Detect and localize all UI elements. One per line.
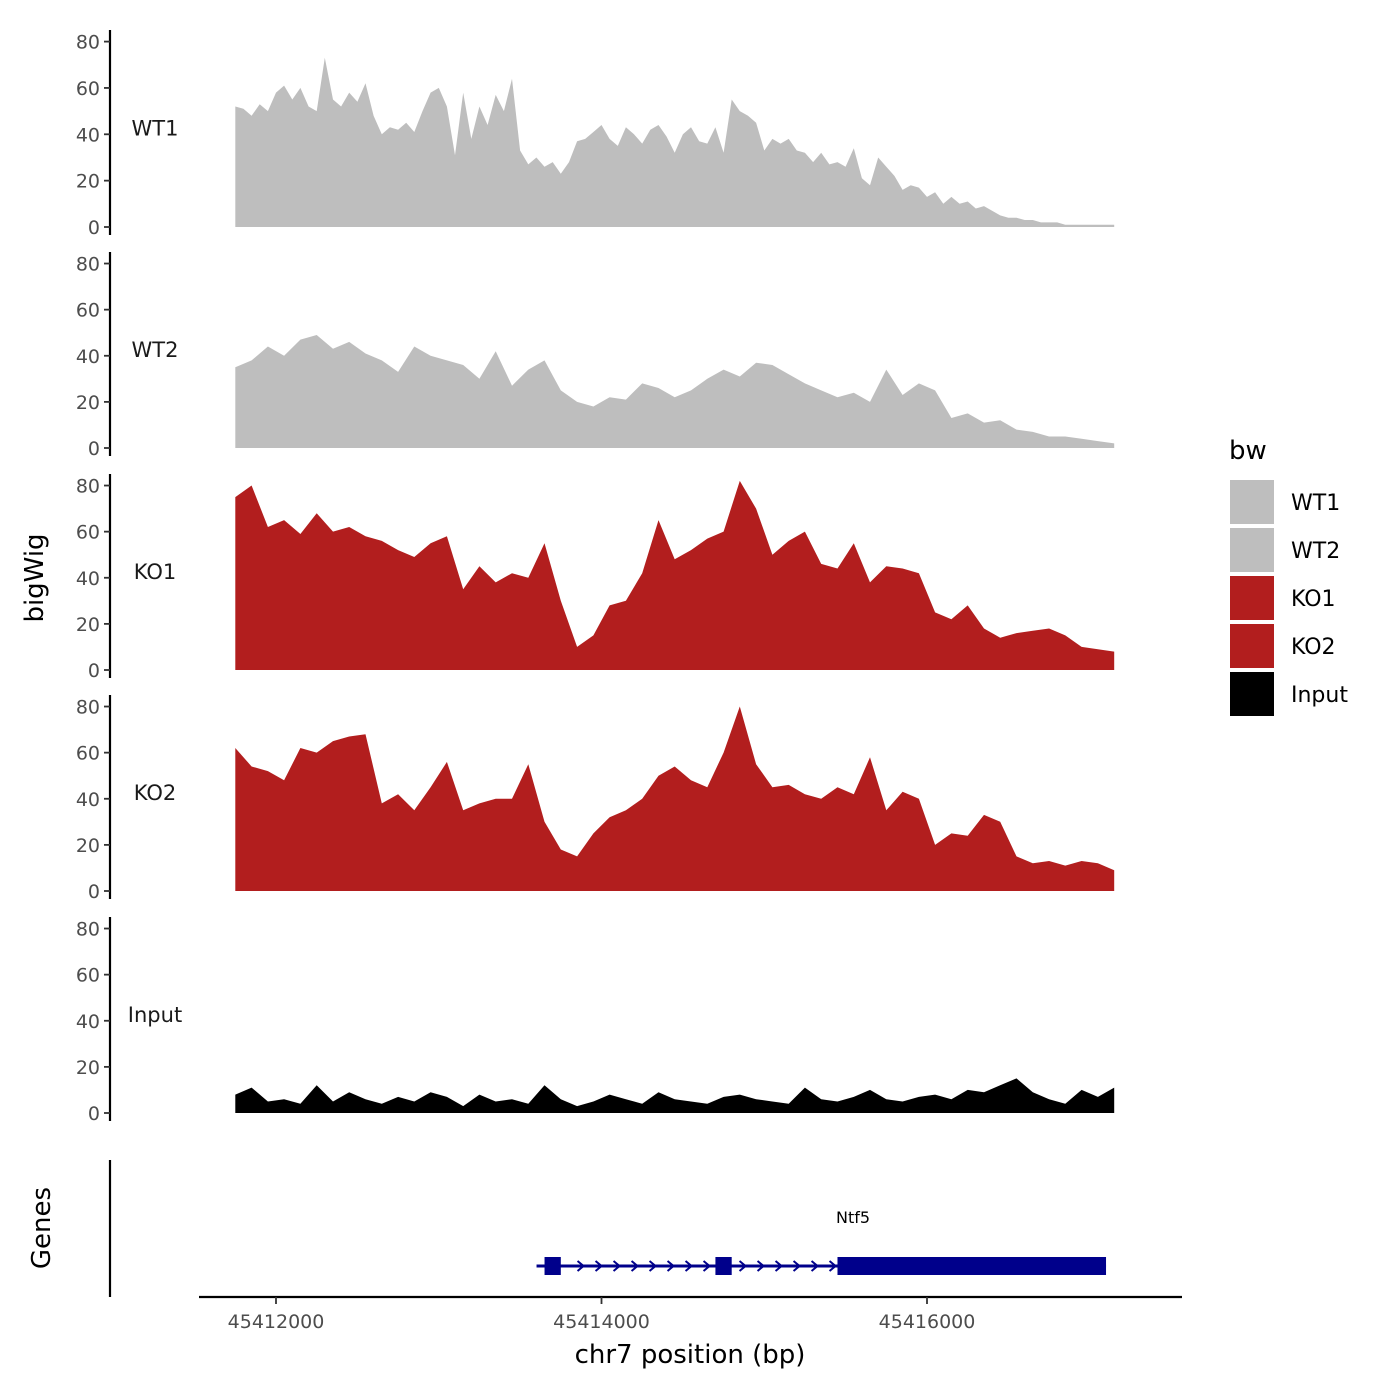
legend-swatch-ko1 [1230, 576, 1274, 620]
gene-exon [715, 1257, 732, 1275]
track-ko1: 0 20 40 60 80 KO1 [76, 474, 1115, 682]
strand-arrow [702, 1260, 712, 1272]
track-label: Input [128, 1003, 182, 1027]
legend-label-ko2: KO2 [1291, 635, 1336, 660]
legend-label-input: Input [1291, 683, 1348, 708]
y-tick-label: 40 [76, 124, 100, 146]
legend-title: bw [1229, 436, 1267, 466]
y-tick-label: 40 [76, 1011, 100, 1033]
strand-arrow [756, 1260, 766, 1272]
track-label: WT1 [132, 117, 179, 141]
signal-tracks: 0 20 40 60 80 WT1 0 20 40 60 80 WT2 0 20 40 60 80 KO1 0 20 4… [76, 30, 1115, 1125]
y-tick-label: 60 [76, 300, 100, 322]
track-label: KO1 [134, 560, 177, 584]
area-wt2 [235, 335, 1115, 448]
y-tick-label: 80 [76, 476, 100, 498]
legend-label-ko1: KO1 [1291, 587, 1336, 612]
y-tick-label: 80 [76, 254, 100, 276]
strand-arrow [666, 1260, 676, 1272]
strand-arrow [630, 1260, 640, 1272]
y-tick-label: 20 [76, 392, 100, 414]
gene-name-label: Ntf5 [836, 1208, 870, 1227]
strand-arrow [792, 1260, 802, 1272]
y-tick-label: 0 [88, 881, 100, 903]
legend-swatch-ko2 [1230, 624, 1274, 668]
x-axis: 45412000 45414000 45416000 [199, 1295, 1182, 1333]
track-ko2: 0 20 40 60 80 KO2 [76, 695, 1115, 903]
legend-swatch-input [1230, 672, 1274, 716]
area-ko2 [235, 706, 1115, 891]
y-tick-label: 80 [76, 32, 100, 54]
y-tick-label: 0 [88, 438, 100, 460]
track-label: WT2 [132, 338, 179, 362]
track-wt2: 0 20 40 60 80 WT2 [76, 252, 1115, 460]
gene-exon [544, 1257, 561, 1275]
legend-swatch-wt2 [1230, 528, 1274, 572]
y-tick-label: 80 [76, 919, 100, 941]
y-tick-label: 20 [76, 1057, 100, 1079]
strand-arrow [774, 1260, 784, 1272]
legend-swatch-wt1 [1230, 480, 1274, 524]
y-tick-label: 0 [88, 1103, 100, 1125]
strand-arrow [828, 1260, 838, 1272]
strand-arrow [648, 1260, 658, 1272]
track-input: 0 20 40 60 80 Input [76, 917, 1115, 1125]
y-tick-label: 60 [76, 522, 100, 544]
y-tick-label: 0 [88, 217, 100, 239]
y-tick-label: 0 [88, 660, 100, 682]
legend-label-wt1: WT1 [1291, 491, 1340, 516]
x-axis-title: chr7 position (bp) [575, 1340, 806, 1370]
strand-arrow [612, 1260, 622, 1272]
y-tick-label: 20 [76, 614, 100, 636]
area-wt1 [235, 57, 1115, 227]
area-input [235, 1078, 1115, 1113]
y-tick-label: 20 [76, 171, 100, 193]
y-tick-label: 20 [76, 835, 100, 857]
track-label: KO2 [134, 781, 177, 805]
genes-panel: Ntf5 [108, 1160, 1107, 1297]
y-axis-title: bigWig [20, 533, 50, 622]
legend-label-wt2: WT2 [1291, 539, 1340, 564]
y-tick-label: 80 [76, 697, 100, 719]
strand-arrow [594, 1260, 604, 1272]
strand-arrow [810, 1260, 820, 1272]
track-wt1: 0 20 40 60 80 WT1 [76, 30, 1115, 239]
area-ko1 [235, 480, 1115, 670]
legend: bw WT1 WT2 KO1 KO2 Input [1229, 436, 1348, 716]
x-tick-label: 45412000 [228, 1311, 325, 1333]
y-tick-label: 60 [76, 743, 100, 765]
genes-axis-title: Genes [27, 1187, 57, 1269]
strand-arrow [576, 1260, 586, 1272]
x-tick-label: 45414000 [553, 1311, 650, 1333]
y-tick-label: 40 [76, 789, 100, 811]
strand-arrow [684, 1260, 694, 1272]
strand-arrow [738, 1260, 748, 1272]
y-tick-label: 60 [76, 78, 100, 100]
y-tick-label: 40 [76, 346, 100, 368]
gene-exon [837, 1257, 1107, 1275]
y-tick-label: 40 [76, 568, 100, 590]
y-tick-label: 60 [76, 965, 100, 987]
x-tick-label: 45416000 [879, 1311, 976, 1333]
